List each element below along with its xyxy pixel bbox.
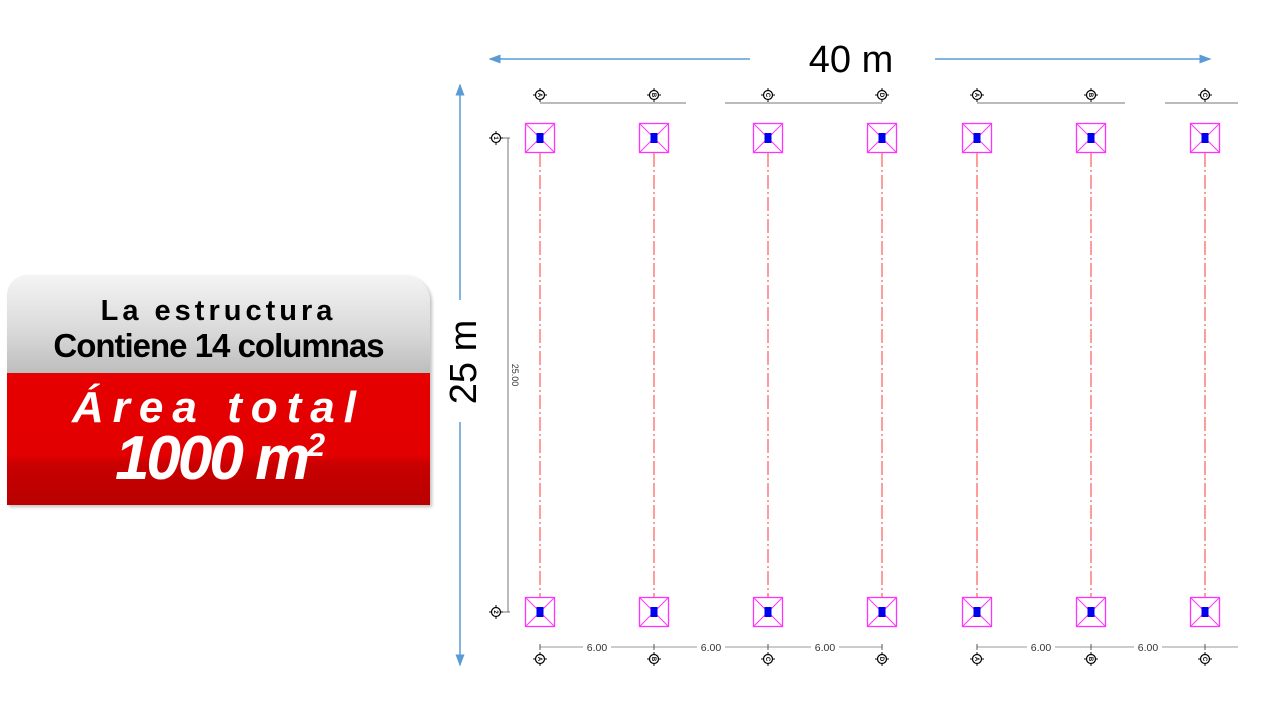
column-footing: [961, 596, 993, 628]
area-exponent: 2: [307, 427, 325, 463]
column-core: [878, 607, 886, 617]
axis-label: B: [650, 93, 656, 98]
column-core: [973, 133, 981, 143]
column-core: [536, 607, 544, 617]
axis-label: D: [878, 93, 884, 98]
column-axis-top: C: [1198, 88, 1212, 102]
badge-area: 1000 m2: [7, 423, 430, 494]
column-footing: [638, 596, 670, 628]
column-footing: [752, 596, 784, 628]
axis-label: 1: [492, 136, 498, 140]
badge-line-3: Área total: [72, 383, 365, 432]
column-axis-bottom: D: [875, 652, 889, 666]
height-label: 25 m: [443, 320, 485, 404]
column-footing: [752, 122, 784, 154]
column: [866, 122, 898, 154]
dim-label-bg: [697, 641, 725, 652]
column-axis-top: C: [761, 88, 775, 102]
column-axis-top: B: [647, 88, 661, 102]
axis-label: C: [1201, 93, 1207, 98]
dim-label-bg: [1134, 641, 1162, 652]
axis-label: C: [764, 657, 770, 662]
axis-label: 2: [492, 610, 498, 614]
column-axis-top: A: [970, 88, 984, 102]
width-label: 40 m: [809, 39, 893, 81]
axis-label: B: [1087, 657, 1093, 662]
column: [638, 596, 670, 628]
area-value: 1000 m: [114, 424, 310, 493]
column: [961, 122, 993, 154]
column-core: [536, 133, 544, 143]
column: [1189, 596, 1221, 628]
column: [1075, 596, 1107, 628]
badge-bottom: [7, 373, 430, 505]
badge-line-2: Contiene 14 columnas: [53, 327, 384, 364]
column-axis-bottom: C: [761, 652, 775, 666]
column-core: [650, 607, 658, 617]
column-core: [1087, 607, 1095, 617]
overall-dimensions: 40 m 25 m: [443, 39, 1212, 667]
bay-spacing-label: 6.00: [1031, 642, 1052, 654]
bay-spacing-label: 6.00: [587, 642, 608, 654]
axis-label: A: [973, 657, 979, 662]
dim-label-bg: [1027, 641, 1055, 652]
column-axis-bottom: C: [1198, 652, 1212, 666]
column-footing: [638, 122, 670, 154]
column: [866, 596, 898, 628]
column-footing: [1075, 596, 1107, 628]
column-core: [1087, 133, 1095, 143]
row-axis: 2: [489, 605, 503, 619]
column-core: [764, 133, 772, 143]
column-footing: [866, 122, 898, 154]
column-axis-top: B: [1084, 88, 1098, 102]
column-footing: [1075, 122, 1107, 154]
axis-label: C: [764, 93, 770, 98]
column: [752, 122, 784, 154]
axis-label: B: [650, 657, 656, 662]
column: [524, 596, 556, 628]
axis-label: A: [536, 657, 542, 662]
column-axis-top: A: [533, 88, 547, 102]
column-axis-bottom: B: [647, 652, 661, 666]
column-footing: [524, 596, 556, 628]
bay-spacing-label: 6.00: [701, 642, 722, 654]
axis-label: A: [973, 93, 979, 98]
column-core: [764, 607, 772, 617]
vertical-dim-text: 25.00: [510, 364, 520, 387]
column-footing: [866, 596, 898, 628]
column-axis-top: D: [875, 88, 889, 102]
column-core: [973, 607, 981, 617]
column: [638, 122, 670, 154]
column: [1189, 122, 1221, 154]
column-axis-bottom: A: [533, 652, 547, 666]
axis-label: D: [878, 657, 884, 662]
column-core: [1201, 133, 1209, 143]
column-footing: [1189, 122, 1221, 154]
column-core: [1201, 607, 1209, 617]
dim-label-bg: [583, 641, 611, 652]
column-axis-bottom: B: [1084, 652, 1098, 666]
dim-label-bg: [811, 641, 839, 652]
column-core: [650, 133, 658, 143]
column-axis-bottom: A: [970, 652, 984, 666]
column-core: [878, 133, 886, 143]
column: [961, 596, 993, 628]
badge-top: [7, 275, 430, 373]
column: [752, 596, 784, 628]
axis-label: A: [536, 93, 542, 98]
axis-label: C: [1201, 657, 1207, 662]
column-footing: [524, 122, 556, 154]
summary-badge: La estructura Contiene 14 columnas Área …: [7, 275, 430, 505]
column: [1075, 122, 1107, 154]
column-footing: [1189, 596, 1221, 628]
row-axis: 1: [489, 131, 503, 145]
column: [524, 122, 556, 154]
axis-label: B: [1087, 93, 1093, 98]
bay-spacing-label: 6.00: [1138, 642, 1159, 654]
badge-line-1: La estructura: [100, 295, 337, 327]
column-footing: [961, 122, 993, 154]
dimension-lines: 25.00: [500, 102, 1238, 648]
bay-spacing-label: 6.00: [815, 642, 836, 654]
